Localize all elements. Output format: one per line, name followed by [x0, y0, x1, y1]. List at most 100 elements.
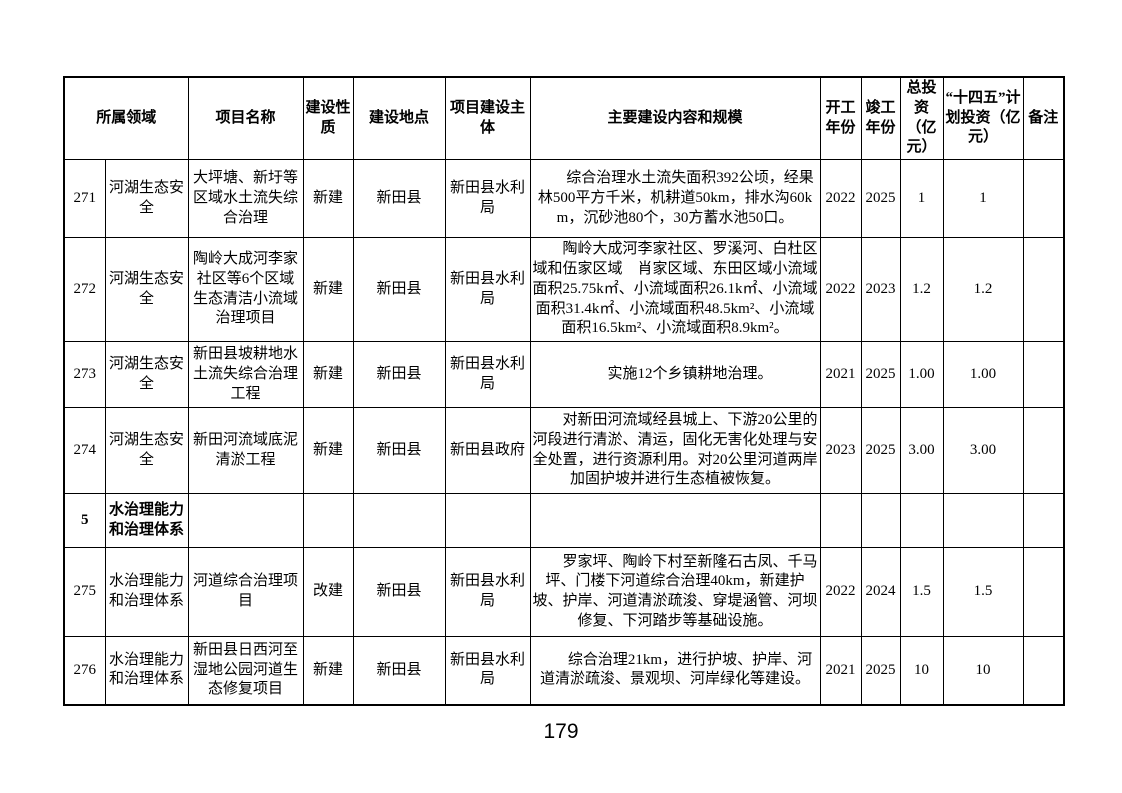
cell-remark [1022, 547, 1065, 638]
cell-row-number: 276 [63, 636, 106, 706]
cell-total-investment [899, 493, 944, 549]
header-location: 建设地点 [352, 76, 446, 161]
cell-total-investment: 10 [899, 636, 944, 706]
section-row: 5 水治理能力和治理体系 [63, 493, 1065, 549]
cell-total-investment: 1 [899, 159, 944, 239]
header-end-year: 竣工年份 [860, 76, 901, 161]
cell-total-investment: 1.00 [899, 341, 944, 409]
cell-end-year: 2023 [860, 237, 901, 343]
cell-end-year: 2025 [860, 159, 901, 239]
table-row: 275 水治理能力和治理体系 河道综合治理项目 改建 新田县 新田县水利局 罗家坪、陶岭下村… [63, 547, 1065, 638]
cell-end-year: 2025 [860, 636, 901, 706]
header-start-year: 开工年份 [819, 76, 862, 161]
cell-total-investment: 1.5 [899, 547, 944, 638]
cell-remark [1022, 407, 1065, 495]
cell-content: 实施12个乡镇耕地治理。 [529, 341, 821, 409]
cell-field: 水治理能力和治理体系 [104, 636, 189, 706]
cell-entity: 新田县水利局 [444, 636, 531, 706]
cell-plan-investment: 1.5 [942, 547, 1024, 638]
cell-project-name: 河道综合治理项目 [187, 547, 304, 638]
cell-remark [1022, 341, 1065, 409]
content-text: 综合治理水土流失面积392公顷，经果林500平方千米，机耕道50km，排水沟60… [537, 169, 814, 226]
cell-row-number: 275 [63, 547, 106, 638]
cell-project-name: 新田县日西河至湿地公园河道生态修复项目 [187, 636, 304, 706]
cell-total-investment: 3.00 [899, 407, 944, 495]
cell-content: 综合治理21km，进行护坡、护岸、河道清淤疏浚、景观坝、河岸绿化等建设。 [529, 636, 821, 706]
cell-project-name: 新田县坡耕地水土流失综合治理工程 [187, 341, 304, 409]
cell-field: 水治理能力和治理体系 [104, 547, 189, 638]
cell-field: 河湖生态安全 [104, 407, 189, 495]
cell-nature: 新建 [302, 407, 354, 495]
cell-nature: 新建 [302, 159, 354, 239]
cell-start-year [819, 493, 862, 549]
cell-start-year: 2022 [819, 547, 862, 638]
cell-row-number: 272 [63, 237, 106, 343]
cell-remark [1022, 493, 1065, 549]
cell-project-name: 新田河流域底泥清淤工程 [187, 407, 304, 495]
cell-content: 陶岭大成河李家社区、罗溪河、白杜区域和伍家区域 肖家区域、东田区域小流域面积25… [529, 237, 821, 343]
header-total-investment: 总投资（亿元） [899, 76, 944, 161]
cell-location [352, 493, 446, 549]
cell-nature: 新建 [302, 636, 354, 706]
cell-location: 新田县 [352, 407, 446, 495]
cell-location: 新田县 [352, 159, 446, 239]
cell-plan-investment: 3.00 [942, 407, 1024, 495]
table-row: 276 水治理能力和治理体系 新田县日西河至湿地公园河道生态修复项目 新建 新田县 新田县… [63, 636, 1065, 706]
cell-remark [1022, 159, 1065, 239]
cell-content: 综合治理水土流失面积392公顷，经果林500平方千米，机耕道50km，排水沟60… [529, 159, 821, 239]
table-header: 所属领域 项目名称 建设性质 建设地点 项目建设主体 主要建设内容和规模 开工年… [63, 76, 1065, 161]
projects-table: 所属领域 项目名称 建设性质 建设地点 项目建设主体 主要建设内容和规模 开工年… [63, 76, 1066, 706]
header-project-name: 项目名称 [187, 76, 304, 161]
cell-end-year: 2025 [860, 341, 901, 409]
table-row: 272 河湖生态安全 陶岭大成河李家社区等6个区域生态清洁小流域治理项目 新建 新田县新… [63, 237, 1065, 343]
cell-plan-investment: 1 [942, 159, 1024, 239]
cell-plan-investment [942, 493, 1024, 549]
cell-start-year: 2022 [819, 159, 862, 239]
table-row: 271 河湖生态安全 大坪塘、新圩等区域水土流失综合治理 新建 新田县 新田县水利局 综合治… [63, 159, 1065, 239]
cell-remark [1022, 636, 1065, 706]
cell-start-year: 2022 [819, 237, 862, 343]
header-content: 主要建设内容和规模 [529, 76, 821, 161]
cell-end-year [860, 493, 901, 549]
header-remark: 备注 [1022, 76, 1065, 161]
cell-content [529, 493, 821, 549]
cell-content: 对新田河流域经县城上、下游20公里的河段进行清淤、清运，固化无害化处理与安全处置… [529, 407, 821, 495]
cell-row-number: 271 [63, 159, 106, 239]
table-body: 271 河湖生态安全 大坪塘、新圩等区域水土流失综合治理 新建 新田县 新田县水利局 综合治… [63, 159, 1065, 706]
cell-row-number: 273 [63, 341, 106, 409]
header-entity: 项目建设主体 [444, 76, 531, 161]
cell-location: 新田县 [352, 341, 446, 409]
page-number: 179 [543, 720, 579, 743]
cell-field: 河湖生态安全 [104, 159, 189, 239]
cell-location: 新田县 [352, 547, 446, 638]
header-plan-investment: “十四五”计划投资（亿元） [942, 76, 1024, 161]
cell-row-number: 274 [63, 407, 106, 495]
cell-field: 河湖生态安全 [104, 237, 189, 343]
cell-entity [444, 493, 531, 549]
cell-project-name: 陶岭大成河李家社区等6个区域生态清洁小流域治理项目 [187, 237, 304, 343]
cell-plan-investment: 1.2 [942, 237, 1024, 343]
cell-entity: 新田县水利局 [444, 237, 531, 343]
content-text: 陶岭大成河李家社区、罗溪河、白杜区域和伍家区域 肖家区域、东田区域小流域面积25… [532, 241, 818, 337]
cell-field: 水治理能力和治理体系 [104, 493, 189, 549]
cell-plan-investment: 10 [942, 636, 1024, 706]
cell-remark [1022, 237, 1065, 343]
cell-entity: 新田县政府 [444, 407, 531, 495]
cell-nature: 新建 [302, 341, 354, 409]
cell-start-year: 2021 [819, 341, 862, 409]
cell-location: 新田县 [352, 636, 446, 706]
cell-entity: 新田县水利局 [444, 159, 531, 239]
table-row: 274 河湖生态安全 新田河流域底泥清淤工程 新建 新田县 新田县政府 对新田河流域经县城上… [63, 407, 1065, 495]
cell-end-year: 2025 [860, 407, 901, 495]
cell-start-year: 2021 [819, 636, 862, 706]
content-text: 综合治理21km，进行护坡、护岸、河道清淤疏浚、景观坝、河岸绿化等建设。 [540, 651, 813, 688]
cell-start-year: 2023 [819, 407, 862, 495]
content-text: 实施12个乡镇耕地治理。 [607, 365, 773, 382]
header-field: 所属领域 [63, 76, 189, 161]
cell-project-name: 大坪塘、新圩等区域水土流失综合治理 [187, 159, 304, 239]
content-text: 对新田河流域经县城上、下游20公里的河段进行清淤、清运，固化无害化处理与安全处置… [532, 412, 818, 488]
cell-project-name [187, 493, 304, 549]
cell-content: 罗家坪、陶岭下村至新隆石古凤、千马坪、门楼下河道综合治理40km，新建护坡、护岸… [529, 547, 821, 638]
cell-nature: 改建 [302, 547, 354, 638]
